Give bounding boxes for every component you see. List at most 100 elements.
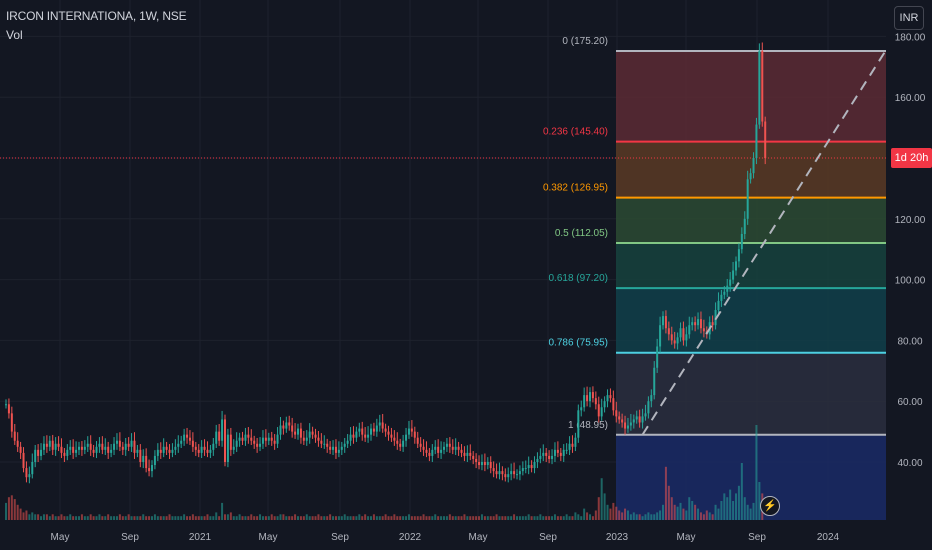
candle-body [735, 261, 737, 271]
volume-bar [51, 514, 54, 520]
volume-bar [662, 504, 664, 520]
volume-bar [545, 516, 548, 520]
volume-bar [635, 514, 638, 520]
volume-bar [334, 516, 337, 520]
candle-body [536, 458, 539, 462]
candle-body [457, 446, 460, 450]
lightning-icon[interactable]: ⚡ [760, 496, 780, 516]
candle-body [124, 443, 127, 450]
candle-body [13, 431, 16, 441]
candle-body [688, 325, 691, 335]
candle-body [381, 422, 384, 429]
volume-bar [54, 516, 57, 520]
candle-body [723, 291, 726, 295]
candle-body [95, 446, 98, 453]
candle-body [501, 471, 504, 475]
symbol-title[interactable]: IRCON INTERNATIONA, 1W, NSE [6, 9, 187, 23]
candle-body [524, 468, 527, 470]
volume-bar [118, 514, 121, 520]
volume-bar [145, 516, 148, 520]
volume-bar [133, 516, 136, 520]
volume-bar [454, 516, 457, 520]
volume-bar [390, 516, 393, 520]
candle-body [174, 446, 177, 450]
candle-body [98, 443, 101, 447]
volume-bar [238, 514, 241, 520]
x-tick-label: 2021 [189, 532, 212, 543]
candle-body [478, 462, 481, 466]
candle-body [75, 449, 78, 453]
volume-label[interactable]: Vol [6, 28, 23, 42]
candle-body [384, 428, 387, 432]
time-axis[interactable]: May Sep 2021 May Sep 2022 May Sep 2023 May Sep 2024 [51, 532, 840, 543]
candle-body [349, 434, 352, 441]
dashed-trendline[interactable] [641, 49, 887, 436]
volume-bar [650, 514, 653, 520]
candle-body [697, 319, 700, 326]
candle-body [80, 446, 83, 450]
volume-bar [5, 502, 7, 520]
volume-bar [226, 514, 229, 520]
volume-bar [694, 504, 697, 520]
volume-bar [37, 514, 40, 520]
candle-body [37, 449, 40, 456]
volume-bar [498, 516, 501, 520]
y-tick-label: 120.00 [895, 215, 926, 226]
candle-body [662, 316, 664, 326]
candle-body [632, 419, 635, 423]
volume-bar [218, 516, 221, 520]
candle-body [267, 437, 270, 441]
candle-body [699, 319, 702, 329]
volume-bar [440, 516, 443, 520]
volume-bar [466, 516, 469, 520]
volume-bar [472, 516, 475, 520]
volume-bar [609, 508, 612, 520]
candle-body [276, 434, 279, 444]
candle-body [69, 446, 72, 450]
y-tick-label: 80.00 [897, 336, 922, 347]
volume-bar [308, 516, 311, 520]
fibonacci-retracement[interactable]: 0 (175.20) 0.236 (145.40) 0.382 (126.95) 0.… [0, 36, 886, 520]
volume-bar [644, 514, 647, 520]
currency-button[interactable]: INR [894, 6, 924, 30]
volume-bar [735, 493, 737, 520]
candle-body [264, 437, 267, 441]
fib-level-label: 0 (175.20) [562, 36, 608, 47]
candle-body [153, 455, 156, 466]
candle-body [609, 395, 612, 399]
volume-bar [507, 516, 510, 520]
x-tick-label: Sep [539, 532, 557, 543]
candle-body [279, 425, 282, 435]
fib-zone [616, 50, 886, 142]
candle-body [387, 431, 390, 435]
candle-body [5, 404, 7, 406]
volume-bar [638, 514, 641, 520]
volume-bar [410, 516, 413, 520]
candle-body [107, 446, 110, 453]
x-tick-label: May [469, 532, 488, 543]
candle-body [355, 431, 358, 438]
candle-body [361, 428, 364, 435]
volume-bar [568, 516, 571, 520]
candle-body [691, 322, 694, 326]
candle-body [737, 249, 740, 262]
volume-bar [311, 516, 314, 520]
volume-bar [250, 514, 253, 520]
volume-bar [457, 516, 460, 520]
x-tick-label: 2023 [606, 532, 629, 543]
volume-bar [688, 497, 691, 520]
trendline[interactable] [641, 49, 887, 436]
candle-body [66, 449, 69, 456]
volume-bar [720, 501, 723, 520]
volume-bar [346, 516, 349, 520]
volume-bar [448, 514, 451, 520]
candle-body [42, 443, 45, 450]
candle-body [7, 404, 10, 414]
volume-bar [203, 516, 206, 520]
candle-body [407, 428, 410, 435]
candle-body [591, 392, 594, 399]
candle-body [615, 410, 618, 417]
candles [5, 42, 767, 484]
